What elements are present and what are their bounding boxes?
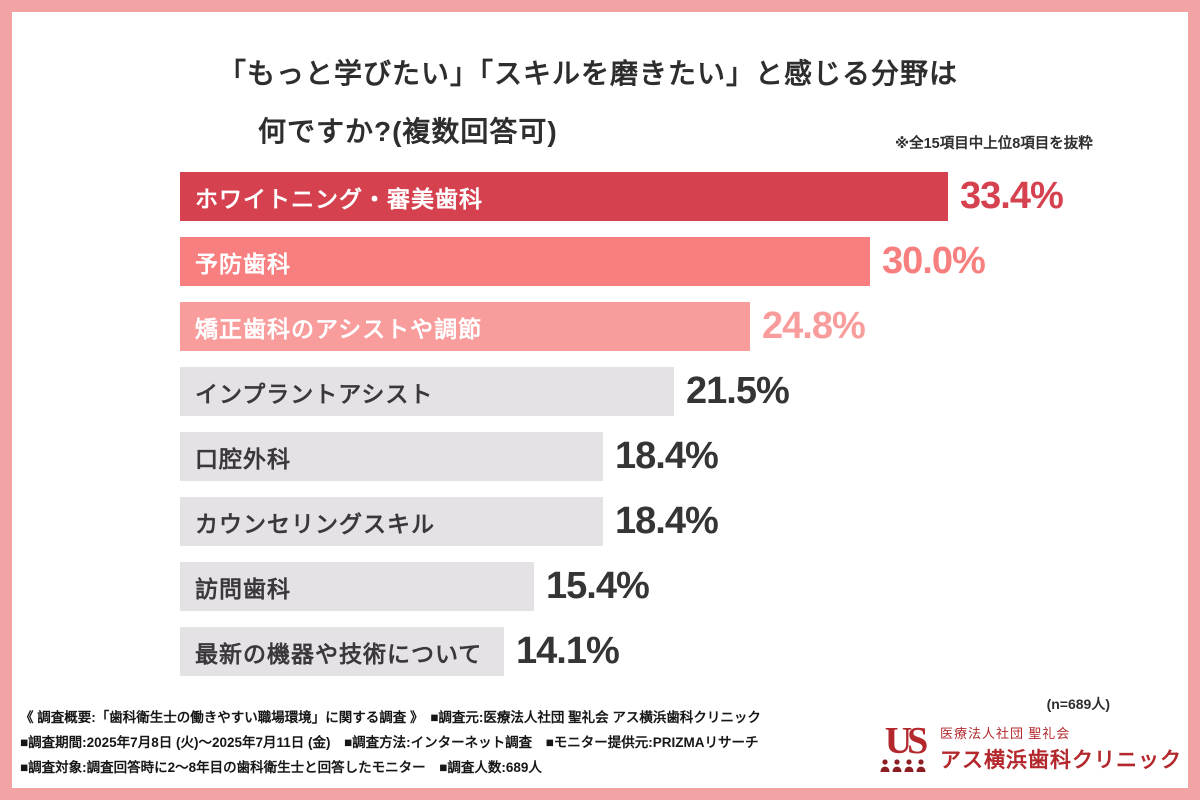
page-title: 「もっと学びたい」「スキルを磨きたい」と感じる分野は 何ですか?(複数回答可) bbox=[218, 52, 958, 150]
page-content: 「もっと学びたい」「スキルを磨きたい」と感じる分野は 何ですか?(複数回答可) … bbox=[12, 12, 1188, 788]
bar-row: 口腔外科 18.4% bbox=[180, 432, 1170, 481]
bar-row: 最新の機器や技術について 14.1% bbox=[180, 627, 1170, 676]
survey-summary-line2: ■調査期間:2025年7月8日 (火)〜2025年7月11日 (金) ■調査方法… bbox=[20, 735, 759, 750]
clinic-org-small: 医療法人社団 聖礼会 bbox=[940, 726, 1071, 741]
sample-size-note: (n=689人) bbox=[1046, 696, 1110, 712]
bar: 予防歯科 bbox=[180, 237, 870, 286]
bar: 矯正歯科のアシストや調節 bbox=[180, 302, 750, 351]
survey-summary-line3: ■調査対象:調査回答時に2〜8年目の歯科衛生士と回答したモニター ■調査人数:6… bbox=[20, 760, 542, 775]
bar-label: 最新の機器や技術について bbox=[195, 640, 483, 667]
title-note: ※全15項目中上位8項目を抜粋 bbox=[895, 136, 1093, 152]
bar: 訪問歯科 bbox=[180, 562, 534, 611]
bar-value: 21.5% bbox=[686, 370, 790, 412]
bar-row: 訪問歯科 15.4% bbox=[180, 562, 1170, 611]
bar-label: 口腔外科 bbox=[195, 445, 291, 472]
bar-value: 14.1% bbox=[516, 630, 620, 672]
bar-row: ホワイトニング・審美歯科 33.4% bbox=[180, 172, 1170, 221]
clinic-logo: US 医療法人社団 聖礼会 アス横浜歯科クリニック bbox=[876, 720, 1182, 774]
bar: 最新の機器や技術について bbox=[180, 627, 504, 676]
bar-row: カウンセリングスキル 18.4% bbox=[180, 497, 1170, 546]
bar-value: 18.4% bbox=[615, 435, 719, 477]
bar-label: カウンセリングスキル bbox=[195, 510, 435, 537]
bar-row: インプラントアシスト 21.5% bbox=[180, 367, 1170, 416]
bar-label: インプラントアシスト bbox=[195, 380, 434, 407]
bar-value: 18.4% bbox=[615, 500, 719, 542]
bar-row: 予防歯科 30.0% bbox=[180, 237, 1170, 286]
bar-chart: ホワイトニング・審美歯科 33.4% 予防歯科 30.0% 矯正歯科のアシストや調節 24… bbox=[180, 172, 1170, 692]
bar: カウンセリングスキル bbox=[180, 497, 603, 546]
people-icon bbox=[880, 759, 926, 772]
bar-value: 30.0% bbox=[882, 240, 986, 282]
bar-label: 訪問歯科 bbox=[195, 575, 291, 602]
bar: 口腔外科 bbox=[180, 432, 603, 481]
bar-row: 矯正歯科のアシストや調節 24.8% bbox=[180, 302, 1170, 351]
bar-value: 33.4% bbox=[960, 175, 1064, 217]
survey-summary: 《 調査概要:「歯科衛生士の働きやすい職場環境」に関する調査 》 ■調査元:医療… bbox=[20, 705, 905, 780]
title-line2: 何ですか?(複数回答可) bbox=[258, 116, 558, 147]
bar-label: ホワイトニング・審美歯科 bbox=[195, 185, 483, 212]
clinic-logo-monogram: US bbox=[884, 720, 929, 762]
bar-value: 24.8% bbox=[762, 305, 866, 347]
bar: インプラントアシスト bbox=[180, 367, 674, 416]
clinic-org-large: アス横浜歯科クリニック bbox=[940, 748, 1182, 772]
bar-value: 15.4% bbox=[546, 565, 650, 607]
bar: ホワイトニング・審美歯科 bbox=[180, 172, 948, 221]
bar-label: 矯正歯科のアシストや調節 bbox=[195, 315, 483, 342]
title-line1: 「もっと学びたい」「スキルを磨きたい」と感じる分野は bbox=[218, 58, 959, 89]
survey-summary-line1: 《 調査概要:「歯科衛生士の働きやすい職場環境」に関する調査 》 ■調査元:医療… bbox=[20, 710, 761, 725]
bar-label: 予防歯科 bbox=[195, 250, 291, 277]
clinic-logo-text: 医療法人社団 聖礼会 アス横浜歯科クリニック bbox=[940, 723, 1182, 774]
clinic-logo-mark: US bbox=[876, 720, 932, 773]
